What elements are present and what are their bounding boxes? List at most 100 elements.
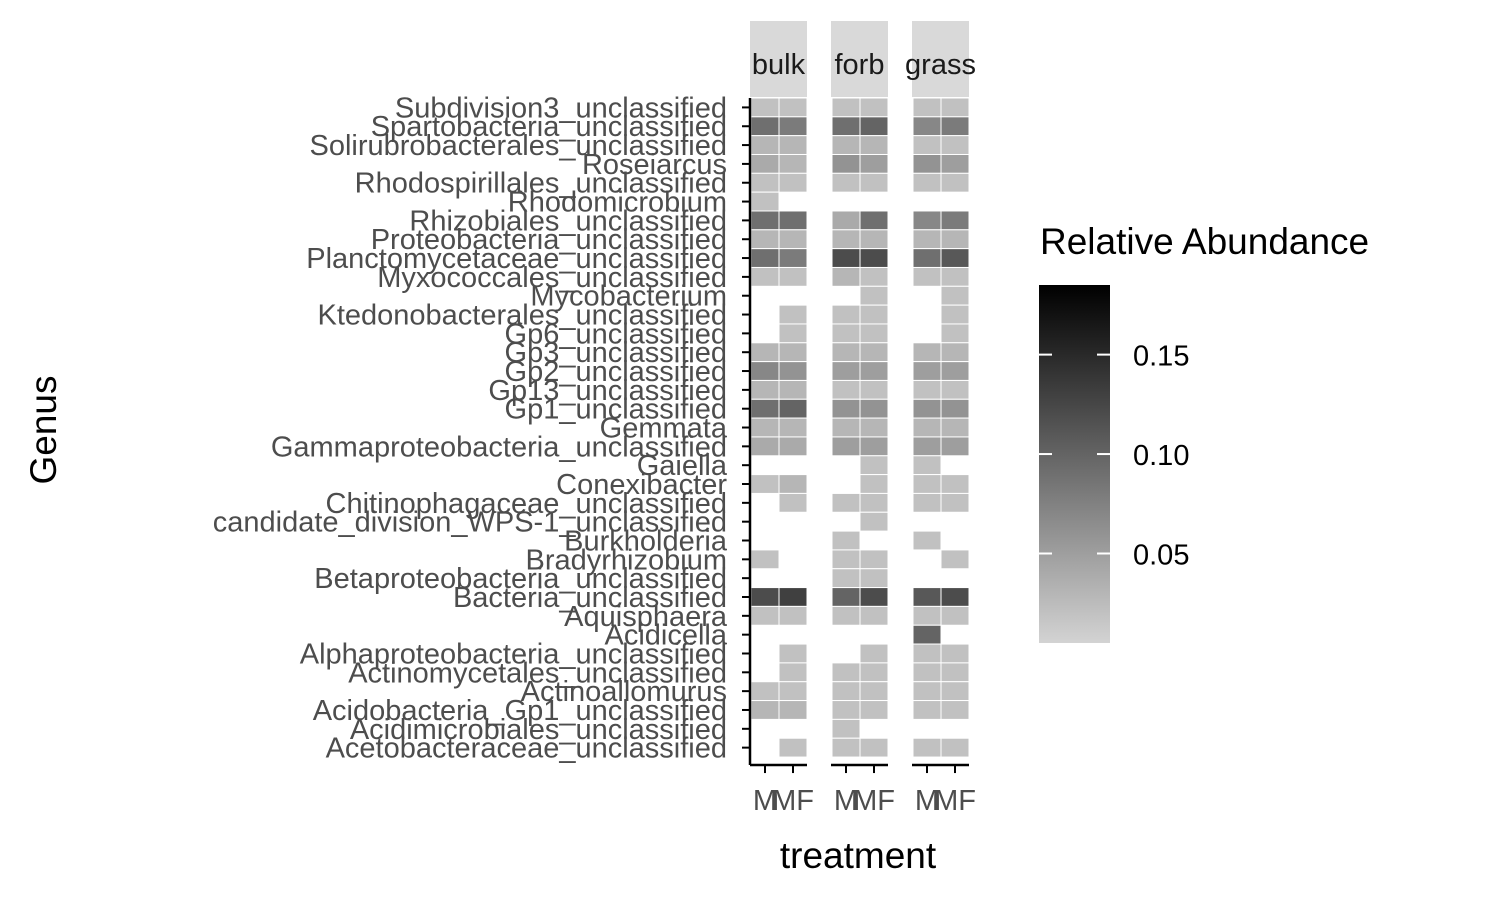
heatmap-tile [940, 153, 970, 174]
heatmap-tile [778, 210, 808, 231]
heatmap-tile [912, 530, 942, 551]
heatmap-tile [859, 379, 889, 400]
x-tick-label: M [753, 785, 777, 817]
y-tick-label: Gaiella [637, 450, 728, 482]
y-tick-label: Actinomycetales_unclassified [348, 657, 727, 689]
heatmap-tile [778, 700, 808, 720]
heatmap-tile [912, 116, 942, 137]
heatmap-tile [778, 662, 808, 683]
legend-tick-label: 0.15 [1133, 341, 1189, 373]
heatmap-tile [859, 398, 889, 419]
heatmap-tile [831, 153, 861, 174]
y-tick-label: Chitinophagaceae_unclassified [326, 488, 727, 520]
y-tick-label: Gp2_unclassified [505, 356, 727, 388]
y-tick-label: Spartobacteria_unclassified [371, 111, 727, 143]
x-tick-label: MF [853, 785, 895, 817]
heatmap-tile [940, 361, 970, 381]
facet-strip-forb [831, 21, 888, 97]
heatmap-tile [912, 417, 942, 438]
heatmap-tile [859, 172, 889, 193]
heatmap-tile [940, 398, 970, 419]
y-tick-label: Burkholderia [564, 526, 728, 558]
heatmap-tile [940, 172, 970, 193]
heatmap-tile [940, 97, 970, 118]
heatmap-tile [940, 323, 970, 344]
heatmap-tile [831, 700, 861, 720]
facet-label-forb: forb [835, 49, 885, 81]
heatmap-tile [778, 342, 808, 363]
heatmap-tile [912, 492, 942, 513]
heatmap-tile [831, 304, 861, 325]
heatmap-tile [750, 342, 780, 363]
heatmap-tile [859, 700, 889, 720]
heatmap-tile [831, 568, 861, 589]
heatmap-tile [912, 398, 942, 419]
y-tick-label: Gammaproteobacteria_unclassified [271, 431, 727, 463]
axes [742, 98, 969, 774]
heatmap-tile [831, 97, 861, 118]
y-tick-label: Acidicella [605, 620, 728, 652]
heatmap-tile [831, 436, 861, 457]
y-tick-label: Planctomycetaceae_unclassified [306, 243, 727, 275]
heatmap-tile [831, 605, 861, 626]
heatmap-tile [859, 116, 889, 137]
y-tick-label: Mycobacterium [530, 281, 727, 313]
heatmap-tile [750, 398, 780, 419]
heatmap-tile [831, 210, 861, 231]
heatmap-tile [778, 135, 808, 155]
heatmap-tile [912, 700, 942, 720]
heatmap-tile [859, 737, 889, 758]
y-tick-label: Aquisphaera [564, 601, 728, 633]
heatmap-tile [859, 511, 889, 532]
y-tick-label: Gp6_unclassified [505, 318, 727, 350]
heatmap-tile [750, 116, 780, 137]
heatmap-tile [831, 662, 861, 683]
y-tick-label: Alphaproteobacteria_unclassified [300, 638, 727, 670]
legend: Relative Abundance 0.05 0.10 0.15 [1039, 221, 1369, 643]
heatmap-tile [940, 248, 970, 268]
heatmap-tile [859, 474, 889, 494]
heatmap-tile [940, 662, 970, 683]
heatmap-tile [912, 624, 942, 645]
heatmap-tile [940, 285, 970, 306]
heatmap-tile [778, 153, 808, 174]
heatmap-tile [831, 361, 861, 381]
legend-tick-label: 0.10 [1133, 440, 1189, 472]
heatmap-tile [778, 97, 808, 118]
y-tick-label: candidate_division_WPS-1_unclassified [213, 507, 727, 539]
heatmap-tile [859, 643, 889, 664]
heatmap-tile [778, 398, 808, 419]
heatmap-tile [778, 492, 808, 513]
heatmap-tile [778, 116, 808, 137]
heatmap-tile [831, 737, 861, 758]
heatmap-tile [912, 97, 942, 118]
heatmap-tile [778, 474, 808, 494]
heatmap-tile [750, 605, 780, 626]
heatmap-tile [912, 455, 942, 476]
heatmap-tile [831, 417, 861, 438]
legend-title: Relative Abundance [1040, 221, 1369, 262]
heatmap-tile [778, 643, 808, 664]
heatmap-tile [778, 379, 808, 400]
heatmap-tile [940, 304, 970, 325]
heatmap-tile [831, 681, 861, 702]
heatmap-tile [912, 229, 942, 250]
facet-label-bulk: bulk [752, 49, 806, 81]
heatmap-tile [778, 248, 808, 268]
heatmap-tile [859, 361, 889, 381]
heatmap-tile [940, 737, 970, 758]
heatmap-tile [831, 718, 861, 739]
heatmap-tile [912, 135, 942, 155]
y-axis-title: Genus [23, 375, 64, 484]
heatmap-tile [940, 700, 970, 720]
heatmap-tile [912, 172, 942, 193]
y-tick-label: Gp13_unclassified [488, 375, 727, 407]
heatmap-tile [831, 398, 861, 419]
heatmap-tile [859, 681, 889, 702]
y-tick-label: Roseiarcus [582, 149, 727, 181]
heatmap-tile [859, 97, 889, 118]
y-tick-label: Rhodomicrobium [508, 187, 727, 219]
heatmap-tile [778, 304, 808, 325]
heatmap-tile [940, 342, 970, 363]
heatmap-tile [831, 248, 861, 268]
